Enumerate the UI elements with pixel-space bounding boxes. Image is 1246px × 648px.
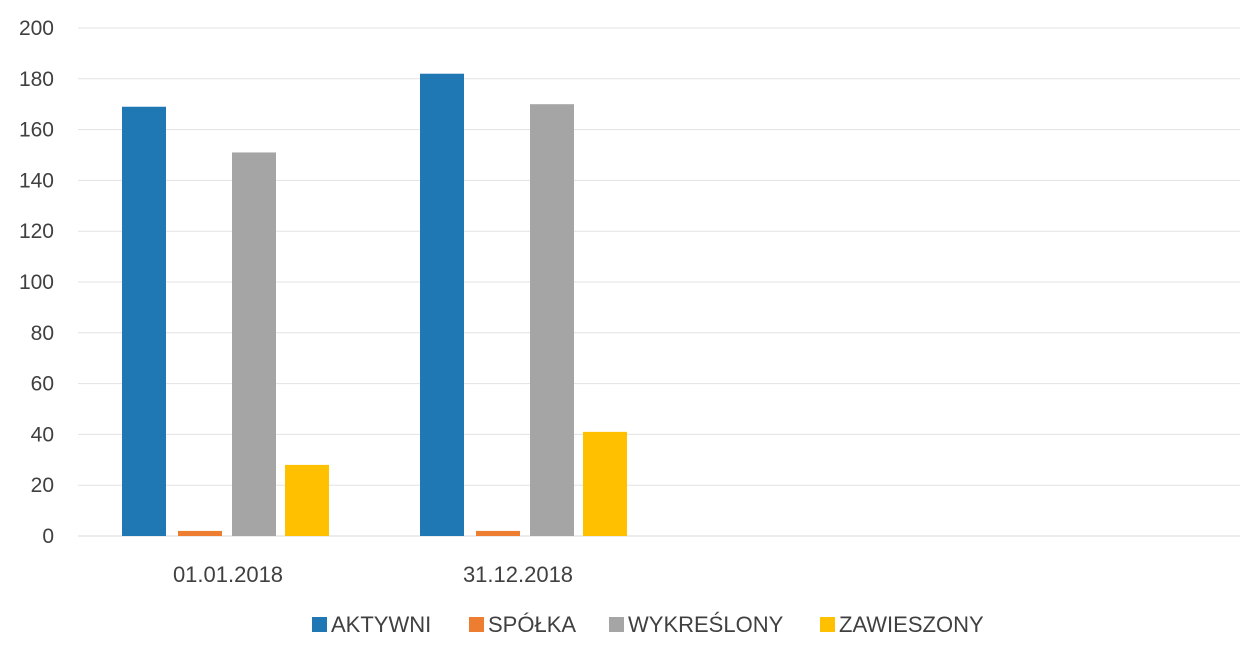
legend-swatch (609, 617, 624, 632)
x-category-label: 31.12.2018 (463, 562, 573, 587)
bar-aktywni-1 (122, 106, 166, 537)
y-tick-label: 200 (19, 17, 54, 40)
y-tick-label: 80 (31, 322, 54, 345)
bar-spółka-2 (476, 530, 520, 536)
legend-label: ZAWIESZONY (839, 612, 984, 637)
y-tick-label: 160 (19, 119, 54, 142)
legend-swatch (820, 617, 835, 632)
legend-item-wykreślony: WYKREŚLONY (609, 612, 784, 637)
legend-item-spółka: SPÓŁKA (469, 612, 576, 637)
y-tick-label: 40 (31, 423, 54, 446)
bar-zawieszony-2 (583, 431, 627, 536)
bar-aktywni-2 (420, 73, 464, 536)
legend-label: AKTYWNI (331, 612, 431, 637)
legend-swatch (312, 617, 327, 632)
legend-item-zawieszony: ZAWIESZONY (820, 612, 984, 637)
y-axis-tick-labels: 0 20 40 60 80 100 120 140 160 180 200 (19, 17, 54, 548)
y-tick-label: 0 (42, 525, 54, 548)
y-tick-label: 120 (19, 220, 54, 243)
legend-item-aktywni: AKTYWNI (312, 612, 431, 637)
x-category-label: 01.01.2018 (173, 562, 283, 587)
y-tick-label: 140 (19, 169, 54, 192)
bar-spółka-1 (178, 530, 222, 536)
y-tick-label: 20 (31, 474, 54, 497)
y-tick-label: 180 (19, 68, 54, 91)
bars (122, 73, 627, 537)
bar-wykreślony-2 (530, 104, 574, 536)
bar-zawieszony-1 (285, 464, 329, 536)
y-tick-label: 100 (19, 271, 54, 294)
legend-swatch (469, 617, 484, 632)
legend-label: WYKREŚLONY (628, 612, 784, 637)
legend-label: SPÓŁKA (488, 612, 576, 637)
bar-wykreślony-1 (232, 152, 276, 536)
x-axis-category-labels: 01.01.2018 31.12.2018 (173, 562, 573, 587)
legend: AKTYWNI SPÓŁKA WYKREŚLONY ZAWIESZONY (312, 612, 984, 637)
y-tick-label: 60 (31, 373, 54, 396)
